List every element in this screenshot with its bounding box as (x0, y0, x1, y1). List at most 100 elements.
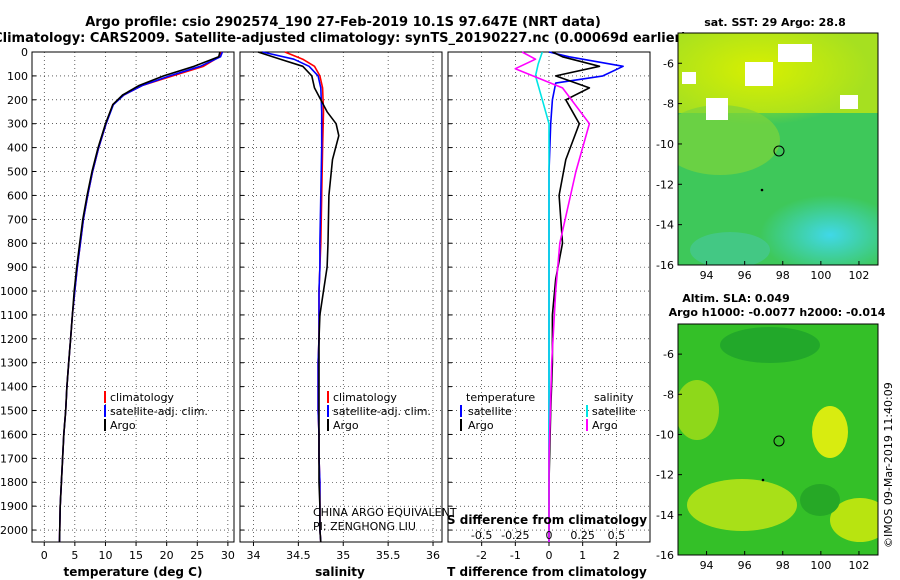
s-difference-tick-label: 0.25 (570, 529, 595, 542)
series-line-salinity-argo (514, 51, 591, 542)
sst-cloud-mask (778, 44, 812, 62)
x-tick-label: 35 (336, 549, 350, 562)
legend-s-satellite: satellite (592, 405, 636, 418)
map-lat-tick-label: -10 (656, 138, 674, 151)
map-lat-tick-label: -12 (656, 469, 674, 482)
sla-map-title-line-2: Argo h1000: -0.0077 h2000: -0.014 (669, 306, 886, 319)
map-lon-tick-label: 102 (848, 269, 869, 282)
sla-point-marker (761, 478, 765, 482)
temperature-panel: 0100200300400500600700800900100011001200… (0, 46, 235, 579)
series-line-climatology (58, 51, 222, 543)
legend-swatch-t-argo (460, 419, 462, 431)
imos-credit: ©IMOS 09-Mar-2019 11:40:09 (882, 382, 895, 548)
difference-panel: -2 -1 0 1 2 S difference from climatology -0… (447, 51, 651, 579)
sla-high-patch (830, 498, 878, 542)
salinity-panel: 34 34.5 35 35.5 36 salinity climatology sate… (239, 51, 457, 579)
s-difference-tick-label: 0.5 (608, 529, 626, 542)
depth-tick-label: 600 (7, 189, 28, 202)
sla-high-patch (678, 380, 719, 440)
sst-cloud-mask (706, 98, 728, 120)
map-lon-tick-label: 94 (700, 269, 714, 282)
depth-tick-label: 1100 (0, 309, 28, 322)
float-annotation-line-2: PI: ZENGHONG LIU (313, 520, 416, 533)
sst-cloud-mask (682, 72, 696, 84)
x-tick-label: 0 (546, 549, 553, 562)
salinity-tick-labels: 34 34.5 35 35.5 36 (246, 549, 440, 562)
series-line-temperature-argo (548, 51, 601, 542)
float-annotation-line-1: CHINA ARGO EQUIVALENT (313, 506, 457, 519)
sla-low-patch (800, 484, 840, 516)
sla-high-patch (812, 406, 848, 458)
x-tick-label: -1 (510, 549, 521, 562)
map-lat-tick-label: -8 (663, 98, 674, 111)
temperature-grid (32, 51, 234, 546)
depth-tick-label: 2000 (0, 524, 28, 537)
title-line-1: Argo profile: csio 2902574_190 27-Feb-20… (85, 15, 601, 30)
series-line-climatology (284, 51, 325, 543)
s-difference-tick-labels: -0.5 -0.25 0 0.25 0.5 (471, 529, 625, 542)
title-line-2: Climatology: CARS2009. Satellite-adjuste… (0, 31, 687, 46)
map-lat-tick-label: -14 (656, 219, 674, 232)
legend-argo: Argo (110, 419, 136, 432)
sla-high-patch (687, 479, 797, 531)
legend-swatch-satellite (327, 405, 329, 417)
x-tick-label: 10 (98, 549, 112, 562)
x-tick-label: 25 (190, 549, 204, 562)
legend-swatch-s-satellite (586, 405, 588, 417)
legend-t-argo: Argo (468, 419, 494, 432)
sla-argo-location-marker (773, 435, 785, 447)
x-tick-label: 15 (129, 549, 143, 562)
series-line-argo (58, 51, 221, 543)
sst-axis-ticks: 94 96 98 100 102 -6 -8 -10 -12 -14 -16 (656, 57, 869, 282)
depth-tick-label: 1300 (0, 357, 28, 370)
series-line-satellite-adj-clim- (262, 51, 323, 543)
depth-tick-label: 1000 (0, 285, 28, 298)
t-difference-tick-labels: -2 -1 0 1 2 (476, 549, 620, 562)
temperature-legend: climatology satellite-adj. clim. Argo (104, 391, 208, 432)
sst-cool-patch-2 (690, 232, 770, 265)
series-line-temperature-satellite (548, 51, 624, 542)
legend-temperature-heading: temperature (466, 391, 535, 404)
s-difference-tick-label: 0 (546, 529, 553, 542)
depth-tick-label: 500 (7, 166, 28, 179)
depth-tick-label: 900 (7, 261, 28, 274)
sla-axis-ticks: 94 96 98 100 102 -6 -8 -10 -12 -14 -16 (656, 348, 869, 572)
legend-swatch-s-argo (586, 419, 588, 431)
x-tick-label: -2 (476, 549, 487, 562)
salinity-grid (240, 51, 442, 546)
legend-t-satellite: satellite (468, 405, 512, 418)
x-tick-label: 0 (41, 549, 48, 562)
series-line-satellite-adj-clim- (58, 51, 224, 543)
legend-climatology: climatology (333, 391, 397, 404)
x-tick-label: 34.5 (286, 549, 311, 562)
map-lon-tick-label: 98 (776, 269, 790, 282)
sla-low-patch (720, 327, 820, 363)
legend-argo: Argo (333, 419, 359, 432)
legend-swatch-argo (327, 419, 329, 431)
salinity-xlabel: salinity (315, 565, 365, 579)
map-lat-tick-label: -12 (656, 178, 674, 191)
map-lat-tick-label: -16 (656, 549, 674, 562)
x-tick-label: 30 (221, 549, 235, 562)
depth-tick-label: 400 (7, 142, 28, 155)
x-tick-label: 20 (160, 549, 174, 562)
map-lon-tick-label: 94 (700, 559, 714, 572)
s-difference-tick-label: -0.25 (501, 529, 529, 542)
map-lon-tick-label: 98 (776, 559, 790, 572)
sst-map-panel: sat. SST: 29 Argo: 28.8 94 96 98 100 102 -6 -8… (656, 16, 879, 282)
depth-tick-label: 1900 (0, 500, 28, 513)
sst-map-frame (677, 32, 879, 266)
map-lon-tick-label: 102 (848, 559, 869, 572)
difference-profiles (514, 51, 624, 542)
x-tick-label: 1 (579, 549, 586, 562)
sla-map-panel: Altim. SLA: 0.049 Argo h1000: -0.0077 h2… (656, 292, 886, 572)
x-tick-label: 2 (613, 549, 620, 562)
x-tick-label: 35.5 (376, 549, 401, 562)
sst-point-marker (760, 188, 764, 192)
legend-s-argo: Argo (592, 419, 618, 432)
sst-field (678, 33, 878, 265)
temperature-tick-labels: 0 5 10 15 20 25 30 (41, 549, 235, 562)
series-line-argo (257, 51, 340, 543)
depth-tick-label: 100 (7, 70, 28, 83)
